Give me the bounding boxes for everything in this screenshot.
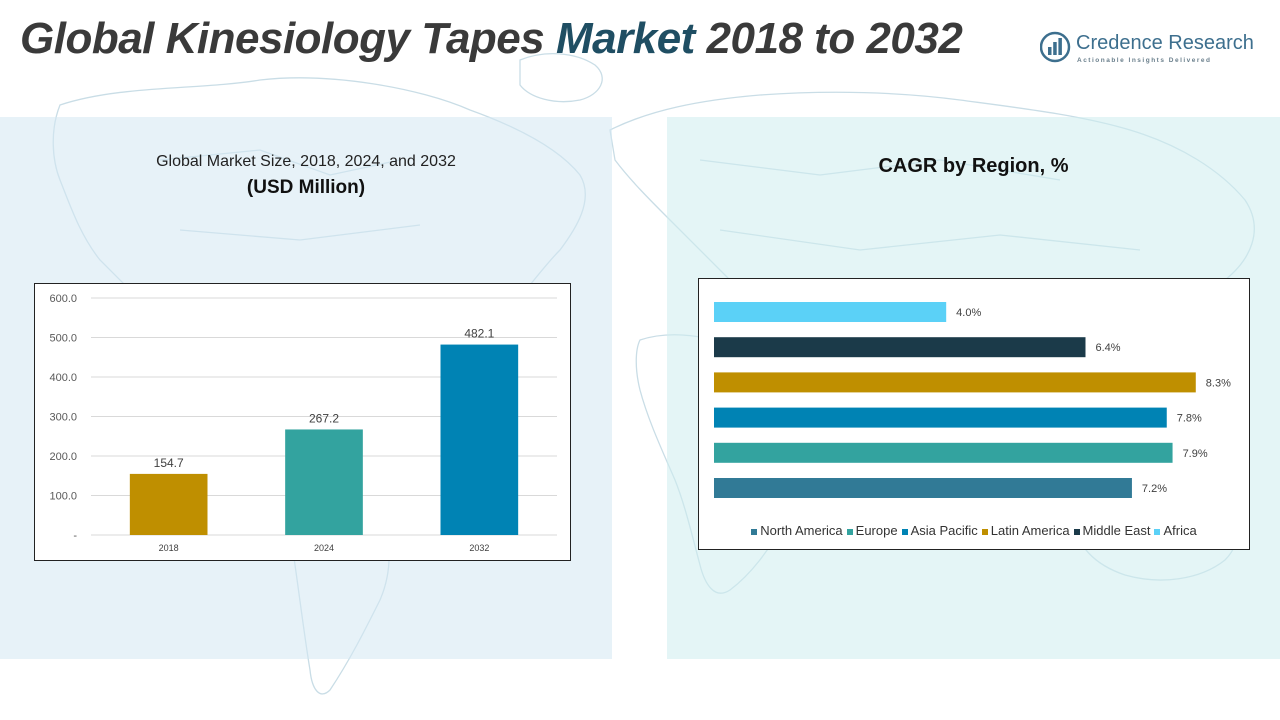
legend-label: Europe bbox=[855, 523, 898, 538]
y-tick-label: 300.0 bbox=[49, 412, 77, 424]
cagr-chart: 7.2% 7.9% 7.8% 8.3% 6.4% 4.0% North America Eu… bbox=[698, 278, 1250, 550]
data-label: 7.2% bbox=[1142, 483, 1167, 495]
cagr-legend: North America Europe Asia Pacific Latin Ame… bbox=[699, 523, 1249, 538]
y-tick-label: 400.0 bbox=[49, 372, 77, 384]
legend-swatch bbox=[1154, 528, 1161, 535]
logo-tagline: Actionable Insights Delivered bbox=[1077, 57, 1212, 64]
x-tick-label: 2018 bbox=[159, 543, 179, 553]
data-label: 7.8% bbox=[1177, 413, 1202, 425]
market-size-unit: (USD Million) bbox=[246, 177, 366, 198]
legend-label: North America bbox=[760, 523, 843, 538]
logo-brand-name: Credence Research bbox=[1076, 32, 1254, 54]
y-tick-label: 600.0 bbox=[49, 293, 77, 305]
y-tick-label: 100.0 bbox=[49, 491, 77, 503]
cagr-chart-svg: 7.2% 7.9% 7.8% 8.3% 6.4% 4.0% bbox=[714, 302, 1231, 498]
bar-2024 bbox=[285, 429, 363, 535]
legend-item-europe: Europe bbox=[846, 523, 898, 538]
data-label: 7.9% bbox=[1183, 448, 1208, 460]
title-accent: Market bbox=[555, 14, 695, 63]
data-label: 4.0% bbox=[956, 307, 981, 319]
page-title: Global Kinesiology Tapes Market 2018 to … bbox=[20, 14, 963, 64]
y-tick-label: - bbox=[73, 530, 77, 542]
data-label: 482.1 bbox=[464, 327, 494, 341]
bar-north-america bbox=[714, 478, 1132, 498]
market-size-subtitle: Global Market Size, 2018, 2024, and 2032 bbox=[156, 153, 456, 170]
bar-africa bbox=[714, 302, 947, 322]
legend-item-middle-east: Middle East bbox=[1073, 523, 1151, 538]
legend-label: Middle East bbox=[1082, 523, 1151, 538]
legend-swatch bbox=[1073, 528, 1080, 535]
legend-item-asia-pacific: Asia Pacific bbox=[901, 523, 978, 538]
x-tick-label: 2032 bbox=[469, 543, 489, 553]
legend-swatch bbox=[846, 528, 853, 535]
legend-swatch bbox=[901, 528, 908, 535]
legend-label: Asia Pacific bbox=[910, 523, 978, 538]
credence-research-logo: Credence Research Actionable Insights De… bbox=[1040, 30, 1260, 70]
legend-swatch bbox=[751, 528, 758, 535]
legend-item-north-america: North America bbox=[751, 523, 843, 538]
title-suffix: 2018 to 2032 bbox=[694, 14, 963, 63]
bar-2032 bbox=[440, 344, 519, 535]
x-tick-label: 2024 bbox=[314, 543, 334, 553]
legend-item-latin-america: Latin America bbox=[981, 523, 1070, 538]
market-size-chart: - 100.0 200.0 300.0 400.0 500.0 600.0 154.7 2018… bbox=[34, 283, 571, 561]
legend-label: Africa bbox=[1163, 523, 1197, 538]
cagr-title: CAGR by Region, % bbox=[878, 155, 1069, 177]
y-tick-label: 200.0 bbox=[49, 451, 77, 463]
bar-asia-pacific bbox=[714, 407, 1167, 428]
data-label: 6.4% bbox=[1095, 342, 1120, 354]
data-label: 267.2 bbox=[309, 411, 339, 425]
logo-mark-icon bbox=[1040, 31, 1071, 63]
bar-latin-america bbox=[714, 372, 1196, 393]
legend-swatch bbox=[981, 528, 988, 535]
data-label: 8.3% bbox=[1206, 377, 1231, 389]
y-tick-label: 500.0 bbox=[49, 333, 77, 345]
title-prefix: Global Kinesiology Tapes bbox=[20, 14, 556, 63]
legend-item-africa: Africa bbox=[1154, 523, 1197, 538]
bar-middle-east bbox=[714, 337, 1086, 358]
data-label: 154.7 bbox=[154, 456, 184, 470]
bar-europe bbox=[714, 442, 1173, 463]
legend-label: Latin America bbox=[990, 523, 1070, 538]
market-size-chart-svg: - 100.0 200.0 300.0 400.0 500.0 600.0 154.7 2018… bbox=[49, 293, 557, 553]
bar-2018 bbox=[129, 473, 208, 535]
